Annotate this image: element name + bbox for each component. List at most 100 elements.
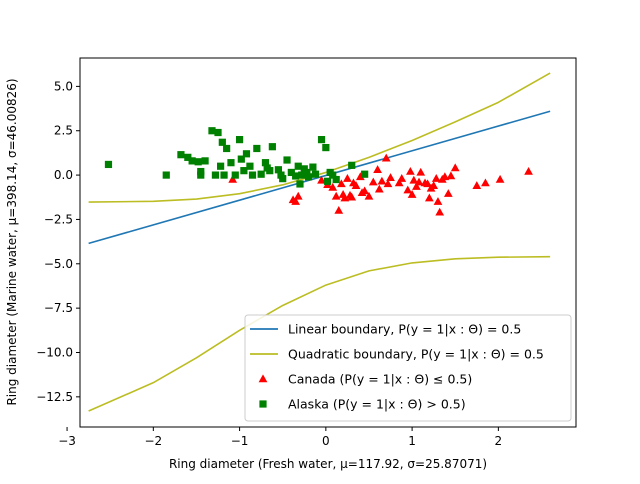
canada-point: [412, 182, 421, 190]
canada-point: [317, 175, 326, 184]
alaska-point: [309, 163, 317, 171]
canada-point: [355, 172, 365, 181]
legend-label-alaska: Alaska (P(y = 1|x : Θ) > 0.5): [288, 397, 466, 412]
y-tick-label: −5.0: [44, 257, 73, 271]
canada-point: [431, 174, 441, 182]
alaska-point: [201, 157, 209, 165]
canada-point: [337, 179, 346, 188]
alaska-point: [188, 157, 196, 165]
canada-point: [450, 163, 460, 172]
plot-frame: [79, 57, 577, 428]
canada-point: [381, 153, 391, 162]
canada-point: [340, 193, 350, 202]
alaska-legend-handle: [259, 400, 267, 408]
alaska-point: [323, 177, 332, 185]
quadratic-boundary-upper-line: [88, 72, 551, 203]
canada-point: [328, 182, 338, 191]
canada-point: [293, 191, 303, 200]
alaska-point: [162, 171, 170, 179]
alaska-point: [261, 159, 270, 167]
canada-point: [364, 191, 374, 200]
canada-point: [406, 166, 415, 175]
alaska-point: [184, 153, 192, 161]
legend-label-canada: Canada (P(y = 1|x : Θ) ≤ 0.5): [288, 372, 472, 387]
canada-point: [481, 178, 490, 187]
x-tick-label: 1: [408, 434, 416, 448]
canada-point: [377, 176, 387, 185]
canada-point: [347, 192, 357, 201]
x-tick-label: −2: [144, 434, 162, 448]
y-tick-label: 2.5: [54, 124, 73, 138]
alaska-point: [296, 180, 304, 188]
canada-point: [343, 174, 352, 182]
alaska-point: [194, 158, 202, 166]
alaska-point: [257, 170, 265, 178]
canada-point: [433, 197, 443, 205]
canada-point: [403, 185, 413, 194]
linear-boundary-line: [88, 110, 551, 245]
canada-point: [228, 174, 238, 183]
alaska-point: [235, 136, 244, 144]
alaska-point: [263, 164, 271, 172]
plot-content: [88, 72, 551, 412]
legend-box: [244, 314, 572, 422]
y-axis-label: Ring diameter (Marine water, μ=398.14, σ…: [5, 78, 19, 405]
alaska-point: [197, 167, 205, 176]
legend-label-quadratic: Quadratic boundary, P(y = 1|x : Θ) = 0.5: [288, 347, 544, 362]
y-tick-label: −12.5: [36, 390, 73, 404]
canada-point: [349, 178, 358, 187]
canada-point: [424, 193, 434, 202]
legend-label-linear: Linear boundary, P(y = 1|x : Θ) = 0.5: [288, 322, 521, 337]
canada-point: [446, 171, 456, 180]
y-tick-label: −7.5: [44, 301, 73, 315]
alaska-point: [348, 161, 356, 169]
canada-point: [435, 207, 445, 216]
alaska-point: [298, 171, 306, 179]
alaska-point: [268, 143, 276, 151]
canada-point: [331, 191, 341, 200]
alaska-point: [283, 156, 291, 164]
alaska-point: [361, 170, 369, 178]
alaska-point: [240, 167, 248, 175]
alaska-point: [177, 151, 185, 159]
canada-point: [373, 165, 382, 173]
x-axis-label: Ring diameter (Fresh water, μ=117.92, σ=…: [169, 457, 487, 471]
y-tick-label: −10.0: [36, 345, 73, 359]
canada-point: [407, 190, 417, 198]
y-tick-label: −2.5: [44, 212, 73, 226]
canada-point: [495, 174, 505, 183]
alaska-point: [322, 143, 330, 152]
canada-point: [386, 173, 395, 181]
alaska-point: [208, 127, 216, 135]
canada-point: [426, 183, 436, 192]
alaska-point: [287, 168, 295, 177]
canada-point: [416, 167, 426, 176]
alaska-point: [292, 172, 300, 180]
quadratic-boundary-lower-line: [88, 255, 551, 412]
canada-point: [334, 205, 344, 214]
canada-point: [414, 177, 424, 186]
x-tick-label: −1: [231, 434, 249, 448]
x-tick-label: 0: [322, 434, 330, 448]
alaska-point: [279, 175, 287, 183]
alaska-point: [274, 166, 282, 174]
canada-point: [524, 166, 533, 175]
legend: Linear boundary, P(y = 1|x : Θ) = 0.5 Qua…: [244, 314, 572, 422]
alaska-point: [253, 144, 261, 153]
y-tick-label: 0.0: [54, 168, 73, 182]
alaska-point: [104, 160, 113, 169]
alaska-point: [248, 171, 257, 179]
alaska-point: [223, 144, 231, 153]
alaska-point: [211, 171, 220, 179]
x-tick-label: −3: [58, 434, 76, 448]
alaska-point: [242, 150, 251, 158]
alaska-point: [218, 138, 226, 146]
alaska-point: [317, 136, 326, 144]
alaska-point: [220, 171, 228, 179]
canada-point: [368, 177, 378, 186]
alaska-point: [237, 155, 245, 163]
y-axis: 5.0 2.5 0.0 −2.5 −5.0 −7.5 −10.0 −12.5: [36, 79, 80, 404]
alaska-point: [217, 162, 225, 170]
